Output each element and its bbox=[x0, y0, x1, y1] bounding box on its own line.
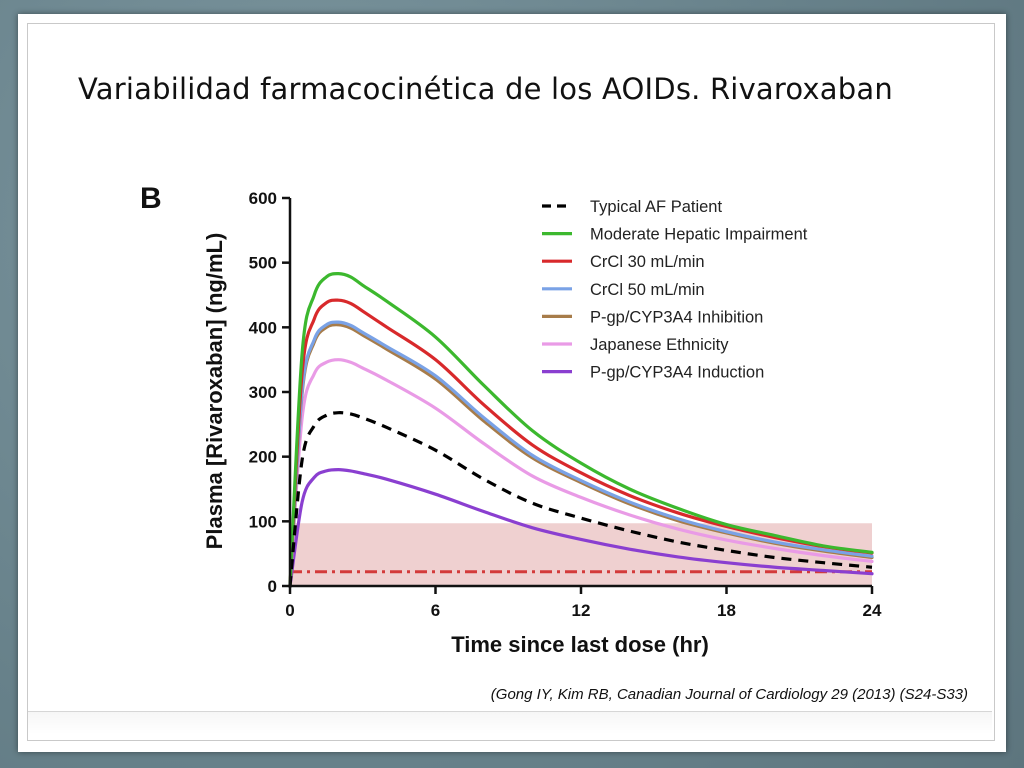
slide-border bbox=[27, 23, 995, 741]
citation: (Gong IY, Kim RB, Canadian Journal of Ca… bbox=[490, 686, 968, 703]
series-line-1 bbox=[288, 272, 874, 588]
x-tick-label: 12 bbox=[572, 601, 591, 620]
y-tick-label: 600 bbox=[249, 189, 277, 208]
x-tick-label: 24 bbox=[863, 601, 882, 620]
series-line-3 bbox=[288, 320, 874, 588]
legend-label-1: Moderate Hepatic Impairment bbox=[590, 226, 808, 244]
legend-label-2: CrCl 30 mL/min bbox=[590, 253, 705, 271]
y-tick-label: 300 bbox=[249, 383, 277, 402]
series-line-0 bbox=[288, 411, 873, 587]
series-line-6 bbox=[288, 468, 874, 588]
y-tick-label: 0 bbox=[268, 577, 277, 596]
slide-title: Variabilidad farmacocinética de los AOID… bbox=[78, 72, 893, 106]
y-tick-label: 100 bbox=[249, 512, 277, 531]
legend-label-4: P-gp/CYP3A4 Inhibition bbox=[590, 308, 763, 326]
y-tick-label: 400 bbox=[249, 318, 277, 337]
series-line-5 bbox=[288, 358, 874, 588]
legend-label-3: CrCl 50 mL/min bbox=[590, 281, 705, 299]
shaded-band bbox=[290, 523, 872, 586]
slide-footer-bar bbox=[28, 711, 992, 734]
slide bbox=[18, 14, 1006, 752]
x-axis-title: Time since last dose (hr) bbox=[451, 632, 709, 657]
legend-label-5: Japanese Ethnicity bbox=[590, 336, 729, 354]
panel-label: B bbox=[140, 182, 162, 215]
series-line-2 bbox=[288, 298, 874, 588]
legend-label-0: Typical AF Patient bbox=[590, 198, 722, 216]
x-tick-label: 18 bbox=[717, 601, 736, 620]
x-tick-label: 0 bbox=[285, 601, 294, 620]
y-tick-label: 500 bbox=[249, 254, 277, 273]
y-tick-label: 200 bbox=[249, 448, 277, 467]
x-tick-label: 6 bbox=[431, 601, 440, 620]
legend-label-6: P-gp/CYP3A4 Induction bbox=[590, 364, 764, 382]
y-axis-title: Plasma [Rivaroxaban] (ng/mL) bbox=[202, 233, 227, 550]
